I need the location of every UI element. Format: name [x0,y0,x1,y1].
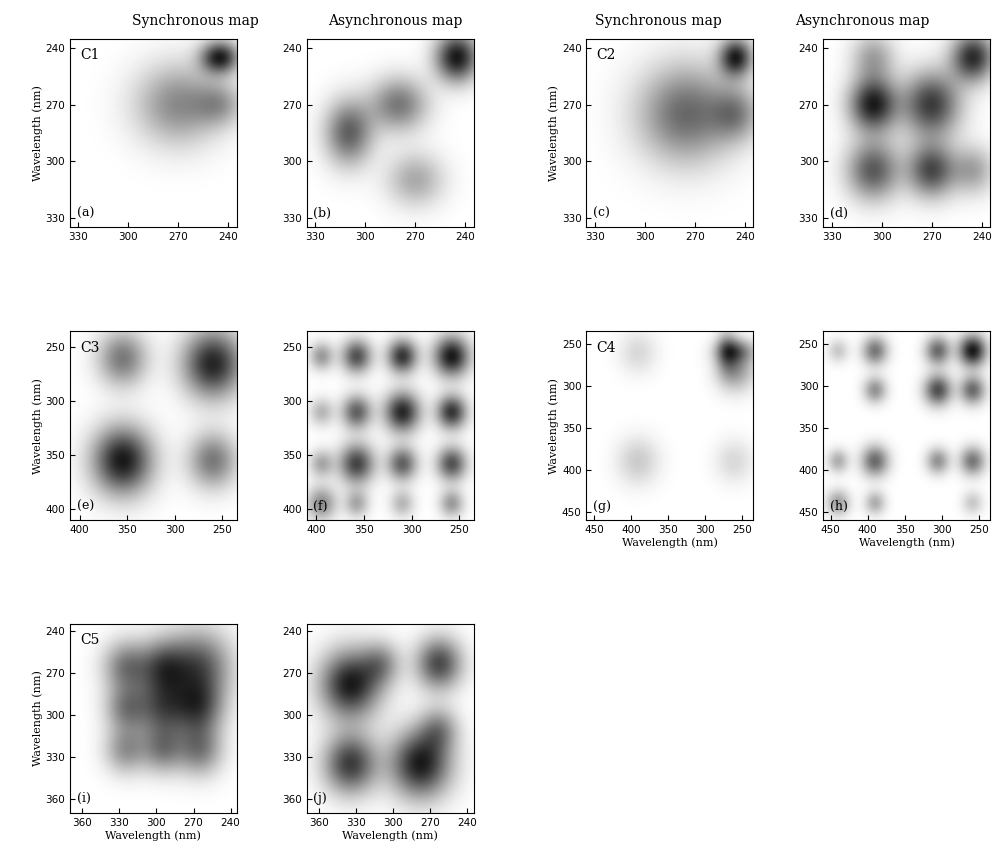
Text: (i): (i) [77,792,91,805]
Y-axis label: Wavelength (nm): Wavelength (nm) [549,85,559,181]
Text: Asynchronous map: Asynchronous map [328,14,462,28]
X-axis label: Wavelength (nm): Wavelength (nm) [342,831,438,841]
Text: (c): (c) [593,207,610,220]
Text: Asynchronous map: Asynchronous map [795,14,929,28]
Text: (d): (d) [830,207,848,220]
Text: C1: C1 [80,48,100,62]
Y-axis label: Wavelength (nm): Wavelength (nm) [32,378,43,474]
Y-axis label: Wavelength (nm): Wavelength (nm) [32,85,43,181]
Text: (g): (g) [593,500,611,513]
Text: (h): (h) [830,500,848,513]
X-axis label: Wavelength (nm): Wavelength (nm) [105,831,201,841]
Text: Synchronous map: Synchronous map [595,14,721,28]
X-axis label: Wavelength (nm): Wavelength (nm) [859,538,955,549]
Text: (f): (f) [313,500,328,513]
Text: C5: C5 [80,633,99,648]
Y-axis label: Wavelength (nm): Wavelength (nm) [549,378,559,474]
Text: (a): (a) [77,207,94,220]
Text: C4: C4 [596,341,616,354]
Text: (e): (e) [77,500,94,513]
Text: Synchronous map: Synchronous map [132,14,258,28]
Text: (j): (j) [313,792,327,805]
Text: C3: C3 [80,341,99,354]
Y-axis label: Wavelength (nm): Wavelength (nm) [32,671,43,766]
X-axis label: Wavelength (nm): Wavelength (nm) [622,538,718,549]
Text: C2: C2 [596,48,616,62]
Text: (b): (b) [313,207,331,220]
